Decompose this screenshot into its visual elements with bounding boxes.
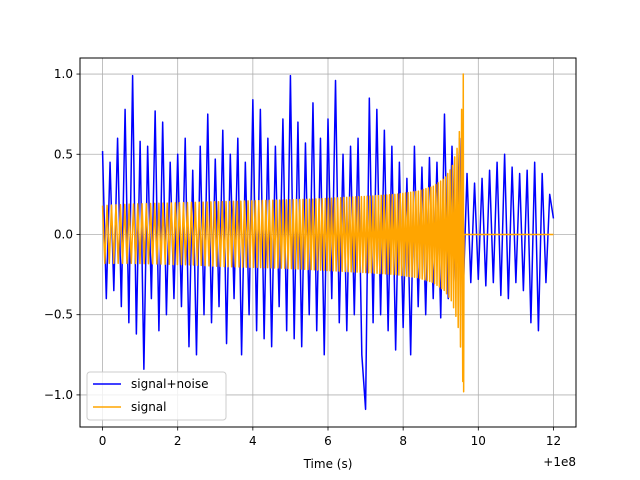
y-axis: −1.0 −0.5 0.0 0.5 1.0 [44,67,80,402]
y-tick-label: 1.0 [54,67,73,81]
y-tick-label: 0.5 [54,147,73,161]
y-tick-label: −1.0 [44,388,73,402]
x-tick-label: 4 [249,434,257,448]
y-tick-label: −0.5 [44,308,73,322]
legend-label-signal: signal [131,400,167,414]
x-tick-label: 12 [546,434,561,448]
x-tick-label: 10 [471,434,486,448]
series-line-signal-noise [101,74,555,411]
x-axis: 0 2 4 6 8 10 12 [99,427,561,448]
x-tick-label: 6 [324,434,332,448]
x-tick-label: 0 [99,434,107,448]
series-line-signal [101,73,554,393]
x-offset-label: +1e8 [543,455,576,469]
x-axis-label: Time (s) [303,457,353,471]
x-tick-label: 8 [399,434,407,448]
y-tick-label: 0.0 [54,227,73,241]
legend: signal+noise signal [86,371,227,421]
x-tick-label: 2 [174,434,182,448]
legend-box [86,371,227,421]
legend-label-signal-noise: signal+noise [131,377,208,391]
series-layer [101,73,555,411]
